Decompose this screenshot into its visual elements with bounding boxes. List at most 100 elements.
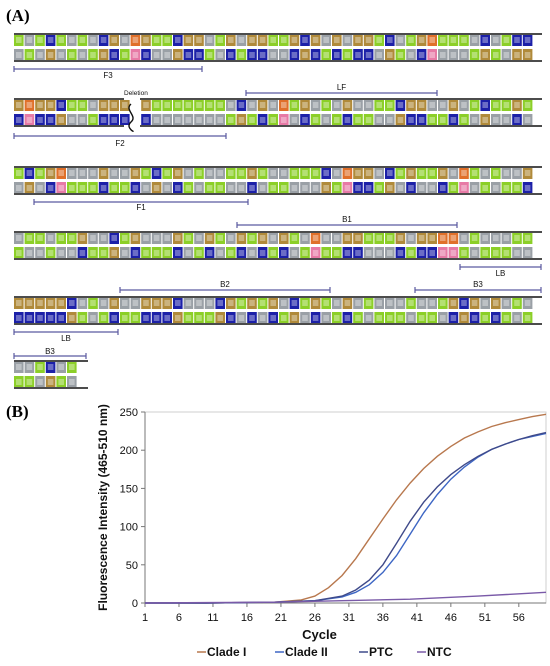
base-bottom — [88, 49, 98, 60]
primer-region-9: LB — [13, 329, 119, 343]
base-letter-mark — [429, 37, 435, 43]
base-bottom — [427, 114, 437, 125]
base-top — [56, 298, 66, 309]
base-top — [162, 168, 172, 179]
base-letter-mark — [37, 52, 43, 58]
base-letter-mark — [524, 235, 531, 241]
base-letter-mark — [47, 315, 54, 321]
base-letter-mark — [122, 102, 128, 108]
base-top — [469, 168, 480, 179]
base-bottom — [98, 312, 109, 323]
base-letter-mark — [153, 315, 160, 321]
base-letter-mark — [90, 300, 96, 306]
base-letter-mark — [111, 300, 117, 306]
base-bottom — [130, 247, 141, 258]
base-letter-mark — [471, 102, 478, 108]
base-letter-mark — [206, 37, 213, 43]
base-letter-mark — [175, 52, 181, 58]
base-bottom — [88, 182, 98, 193]
base-bottom — [385, 312, 395, 323]
base-bottom — [469, 247, 480, 258]
base-top — [438, 168, 448, 179]
base-letter-mark — [90, 37, 96, 43]
base-bottom — [395, 49, 406, 60]
base-letter-mark — [291, 52, 298, 58]
base-letter-mark — [175, 170, 181, 176]
base-bottom — [204, 312, 215, 323]
region-label: B2 — [220, 280, 230, 289]
base-letter-mark — [440, 37, 446, 43]
base-letter-mark — [376, 37, 382, 43]
base-letter-mark — [69, 185, 75, 191]
base-letter-mark — [175, 102, 181, 108]
base-bottom — [448, 182, 459, 193]
base-letter-mark — [281, 315, 287, 321]
base-top — [183, 35, 194, 46]
base-letter-mark — [185, 102, 192, 108]
base-bottom — [45, 114, 56, 125]
base-top — [385, 168, 395, 179]
base-bottom — [268, 182, 278, 193]
base-top — [247, 233, 257, 244]
base-bottom — [512, 49, 522, 60]
base-letter-mark — [47, 235, 54, 241]
base-top — [385, 298, 395, 309]
base-top — [268, 100, 278, 111]
base-bottom — [385, 49, 395, 60]
base-top — [77, 298, 88, 309]
base-top — [300, 298, 310, 309]
base-top — [342, 168, 353, 179]
base-top — [491, 35, 501, 46]
base-letter-mark — [408, 37, 414, 43]
base-bottom — [374, 182, 384, 193]
base-letter-mark — [196, 117, 202, 123]
base-letter-mark — [355, 185, 361, 191]
base-letter-mark — [387, 37, 393, 43]
base-letter-mark — [259, 235, 266, 241]
base-bottom — [427, 182, 437, 193]
base-letter-mark — [323, 52, 329, 58]
base-top — [469, 233, 480, 244]
base-bottom — [67, 247, 77, 258]
base-bottom — [459, 247, 469, 258]
base-bottom — [88, 114, 98, 125]
base-top — [363, 233, 374, 244]
base-bottom — [77, 247, 88, 258]
base-letter-mark — [418, 235, 425, 241]
base-bottom — [289, 114, 300, 125]
base-bottom — [257, 247, 268, 258]
deletion-label: Deletion — [124, 90, 148, 97]
base-top — [427, 35, 437, 46]
base-letter-mark — [249, 315, 255, 321]
base-bottom — [480, 114, 490, 125]
base-letter-mark — [37, 379, 43, 385]
base-letter-mark — [482, 315, 488, 321]
base-top — [363, 168, 374, 179]
base-letter-mark — [440, 117, 446, 123]
base-letter-mark — [323, 185, 329, 191]
base-letter-mark — [418, 185, 425, 191]
base-letter-mark — [69, 379, 75, 385]
base-letter-mark — [58, 379, 64, 385]
base-letter-mark — [429, 315, 435, 321]
base-top — [162, 298, 172, 309]
x-tick-label: 26 — [309, 612, 321, 624]
base-letter-mark — [302, 52, 308, 58]
base-letter-mark — [450, 300, 457, 306]
base-bottom — [512, 114, 522, 125]
base-top — [501, 35, 512, 46]
base-letter-mark — [175, 37, 181, 43]
base-top — [162, 100, 172, 111]
base-bottom — [77, 182, 88, 193]
base-letter-mark — [132, 300, 139, 306]
base-letter-mark — [153, 37, 160, 43]
panel-a-label: (A) — [6, 6, 30, 25]
base-letter-mark — [471, 170, 478, 176]
base-letter-mark — [47, 250, 54, 256]
base-letter-mark — [514, 117, 520, 123]
base-bottom — [215, 312, 225, 323]
base-letter-mark — [238, 235, 245, 241]
primer-region-8: B3 — [414, 280, 542, 293]
base-letter-mark — [461, 250, 467, 256]
base-top — [67, 100, 77, 111]
